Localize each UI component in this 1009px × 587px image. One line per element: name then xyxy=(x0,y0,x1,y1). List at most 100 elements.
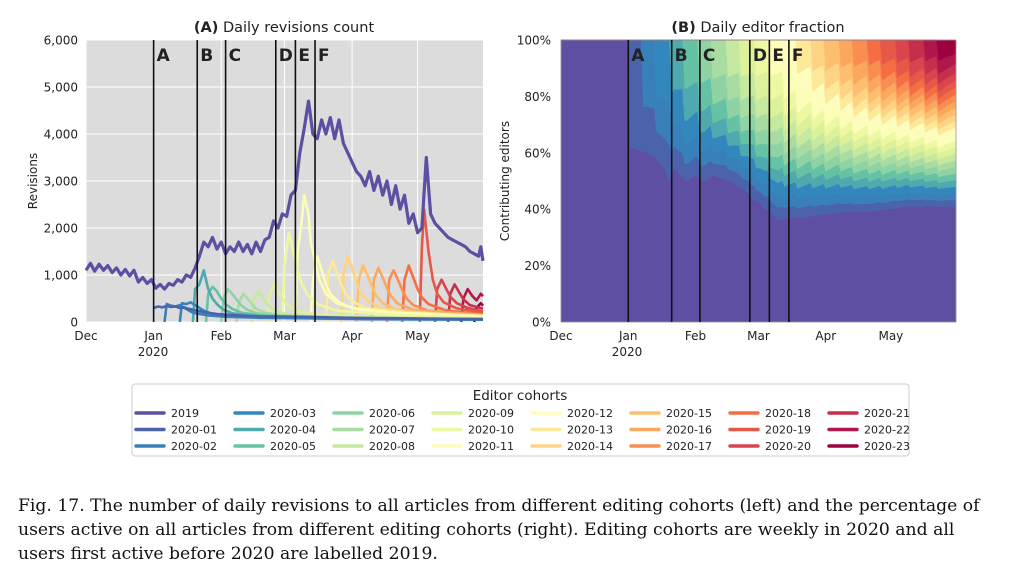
legend-label: 2020-23 xyxy=(864,440,910,453)
chart-a-event-label-E: E xyxy=(298,46,310,66)
chart-a-series-2020-20 xyxy=(433,278,484,323)
legend-label: 2020-17 xyxy=(666,440,712,453)
chart-b-event-label-B: B xyxy=(675,46,688,66)
legend-item-2020-17: 2020-17 xyxy=(629,440,712,453)
legend-label: 2020-01 xyxy=(171,424,217,437)
chart-b-x-tick-label: May xyxy=(878,329,903,343)
chart-a-x-tick-label: May xyxy=(405,329,430,343)
legend-item-2020-13: 2020-13 xyxy=(530,424,613,437)
chart-b-year-label: 2020 xyxy=(612,345,643,359)
chart-a-y-tick-label: 0 xyxy=(70,316,78,330)
chart-b-x-tick-label: Dec xyxy=(549,329,572,343)
legend-label: 2020-03 xyxy=(270,407,316,420)
legend-item-2020-11: 2020-11 xyxy=(431,440,514,453)
chart-a-series-2020-19 xyxy=(418,207,484,323)
chart-b-event-label-C: C xyxy=(703,46,715,66)
chart-a-series-2020-17 xyxy=(385,268,484,323)
legend-label: 2020-22 xyxy=(864,424,910,437)
chart-b-y-tick-label: 40% xyxy=(524,203,551,217)
legend-item-2020-21: 2020-21 xyxy=(827,407,910,420)
legend-label: 2019 xyxy=(171,407,199,420)
chart-a-series-2020-14 xyxy=(339,254,484,323)
chart-a-y-tick-label: 3,000 xyxy=(44,175,78,189)
legend-title: Editor cohorts xyxy=(473,388,568,404)
legend-item-2020-12: 2020-12 xyxy=(530,407,613,420)
legend: Editor cohorts 2019 2020-01 2020-02 2020-03… xyxy=(131,383,910,457)
chart-a-x-ticks: Dec Jan Feb Mar Apr May xyxy=(74,329,430,343)
chart-b-event-label-A: A xyxy=(631,46,645,66)
legend-item-2020-09: 2020-09 xyxy=(431,407,514,420)
chart-a-event-label-F: F xyxy=(318,46,330,66)
legend-item-2019: 2019 xyxy=(134,407,199,420)
chart-b-title: (B) Daily editor fraction xyxy=(671,20,844,36)
legend-item-2020-19: 2020-19 xyxy=(728,424,811,437)
legend-label: 2020-05 xyxy=(270,440,316,453)
legend-label: 2020-06 xyxy=(369,407,415,420)
chart-b-y-tick-label: 20% xyxy=(524,259,551,273)
legend-item-2020-10: 2020-10 xyxy=(431,424,514,437)
legend-entries: 2019 2020-01 2020-02 2020-03 2020-04 2020-05 2… xyxy=(134,407,910,453)
chart-a-y-label: Revisions xyxy=(26,153,40,209)
chart-a-event-label-B: B xyxy=(200,46,213,66)
chart-b-frame xyxy=(560,39,957,323)
chart-b-y-label: Contributing editors xyxy=(498,121,512,241)
chart-a-series-2020-16 xyxy=(370,266,484,323)
legend-item-2020-07: 2020-07 xyxy=(332,424,415,437)
legend-item-2020-23: 2020-23 xyxy=(827,440,910,453)
legend-label: 2020-12 xyxy=(567,407,613,420)
chart-b-x-ticks: Dec Jan Feb Mar Apr May xyxy=(549,329,903,343)
chart-a-x-tick-label: Mar xyxy=(273,329,296,343)
legend-box xyxy=(131,383,910,457)
legend-item-2020-20: 2020-20 xyxy=(728,440,811,453)
legend-label: 2020-04 xyxy=(270,424,316,437)
legend-label: 2020-14 xyxy=(567,440,613,453)
chart-a-series-2020-10 xyxy=(281,231,484,323)
chart-b-x-tick-label: Feb xyxy=(685,329,706,343)
chart-a-x-tick-label: Feb xyxy=(211,329,232,343)
legend-item-2020-06: 2020-06 xyxy=(332,407,415,420)
legend-item-2020-01: 2020-01 xyxy=(134,424,217,437)
chart-a-series-2020-18 xyxy=(401,264,484,323)
chart-a-event-label-D: D xyxy=(279,46,293,66)
chart-b-x-tick-label: Jan xyxy=(618,329,638,343)
legend-label: 2020-10 xyxy=(468,424,514,437)
chart-a-y-tick-label: 2,000 xyxy=(44,222,78,236)
legend-label: 2020-09 xyxy=(468,407,514,420)
chart-a-event-label-A: A xyxy=(157,46,171,66)
chart-a-series-2020-01 xyxy=(153,304,484,321)
legend-item-2020-02: 2020-02 xyxy=(134,440,217,453)
chart-b-y-tick-label: 0% xyxy=(532,316,551,330)
chart-a-series-2020-15 xyxy=(355,264,484,323)
chart-a-year-label: 2020 xyxy=(138,345,169,359)
chart-a-x-tick-label: Dec xyxy=(74,329,97,343)
chart-a-y-tick-label: 4,000 xyxy=(44,128,78,142)
chart-b-x-tick-label: Apr xyxy=(815,329,836,343)
chart-b-y-ticks: 0% 20% 40% 60% 80% 100% xyxy=(517,34,551,330)
legend-label: 2020-15 xyxy=(666,407,712,420)
legend-label: 2020-19 xyxy=(765,424,811,437)
legend-label: 2020-18 xyxy=(765,407,811,420)
legend-label: 2020-07 xyxy=(369,424,415,437)
chart-b-event-label-D: D xyxy=(753,46,767,66)
chart-b-event-label-F: F xyxy=(792,46,804,66)
chart-a-y-tick-label: 5,000 xyxy=(44,81,78,95)
chart-b-x-tick-label: Mar xyxy=(747,329,770,343)
legend-item-2020-22: 2020-22 xyxy=(827,424,910,437)
legend-label: 2020-11 xyxy=(468,440,514,453)
legend-label: 2020-13 xyxy=(567,424,613,437)
legend-item-2020-08: 2020-08 xyxy=(332,440,415,453)
chart-a-series-2020-13 xyxy=(324,259,484,323)
chart-a-x-tick-label: Jan xyxy=(143,329,163,343)
legend-label: 2020-21 xyxy=(864,407,910,420)
chart-a-y-tick-label: 1,000 xyxy=(44,269,78,283)
chart-a-event-label-C: C xyxy=(229,46,241,66)
legend-label: 2020-16 xyxy=(666,424,712,437)
chart-b-y-tick-label: 100% xyxy=(517,34,551,48)
chart-b-y-tick-label: 80% xyxy=(524,90,551,104)
legend-item-2020-18: 2020-18 xyxy=(728,407,811,420)
